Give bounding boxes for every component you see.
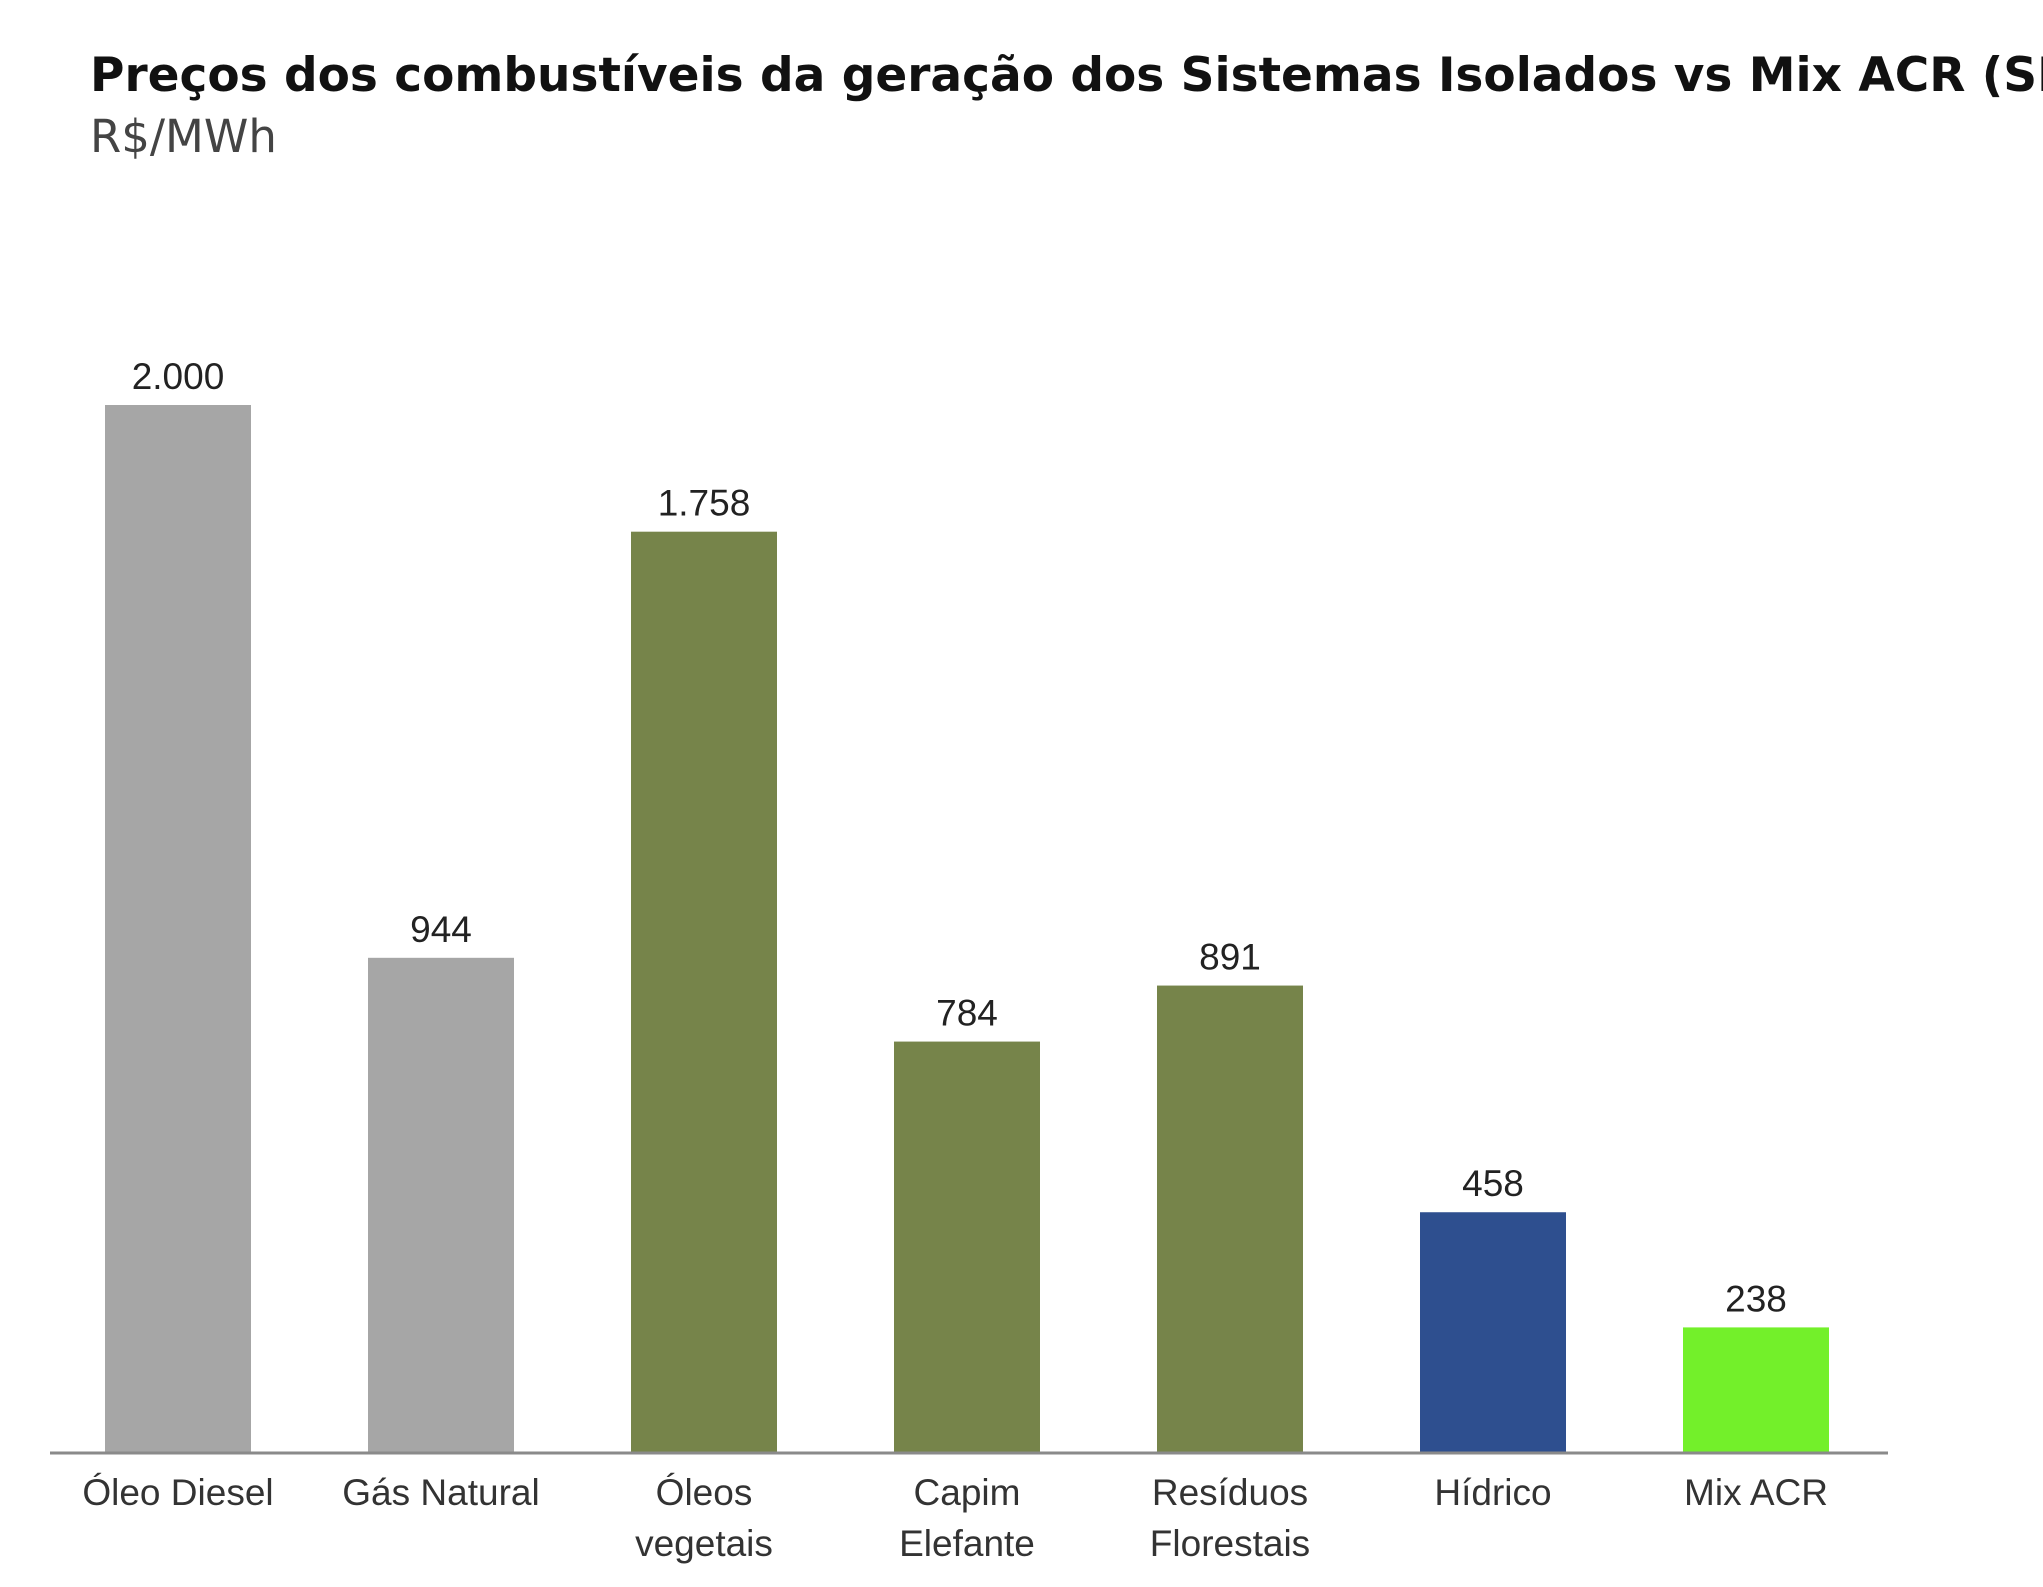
data-label: 238 <box>1725 1278 1787 1319</box>
data-label: 2.000 <box>132 356 225 397</box>
data-label: 784 <box>936 993 998 1034</box>
bar <box>1420 1212 1566 1452</box>
x-tick-label: Hídrico <box>1434 1472 1551 1513</box>
bar <box>631 531 777 1452</box>
x-tick-label: Gás Natural <box>342 1472 539 1513</box>
x-tick-label: Florestais <box>1150 1523 1310 1564</box>
data-label: 1.758 <box>658 483 751 524</box>
labels-group: 2.000 Óleo Diesel 944 Gás Natural 1.758 Óleos… <box>82 356 1828 1564</box>
data-label: 944 <box>410 909 472 950</box>
x-tick-label: Elefante <box>899 1523 1035 1564</box>
x-tick-label: Óleo Diesel <box>82 1472 273 1513</box>
data-label: 458 <box>1462 1163 1524 1204</box>
bar <box>894 1041 1040 1452</box>
bar <box>1157 985 1303 1452</box>
bars-group <box>105 405 1829 1452</box>
chart-title: Preços dos combustíveis da geração dos S… <box>90 48 2043 103</box>
bar <box>368 957 514 1452</box>
x-tick-label: Mix ACR <box>1684 1472 1828 1513</box>
x-tick-label: Capim <box>914 1472 1021 1513</box>
data-label: 891 <box>1199 937 1261 978</box>
x-tick-label: vegetais <box>635 1523 773 1564</box>
bar <box>1683 1327 1829 1452</box>
chart-subtitle: R$/MWh <box>90 110 277 163</box>
bar <box>105 405 251 1452</box>
x-tick-label: Óleos <box>656 1472 753 1513</box>
x-tick-label: Resíduos <box>1152 1472 1308 1513</box>
